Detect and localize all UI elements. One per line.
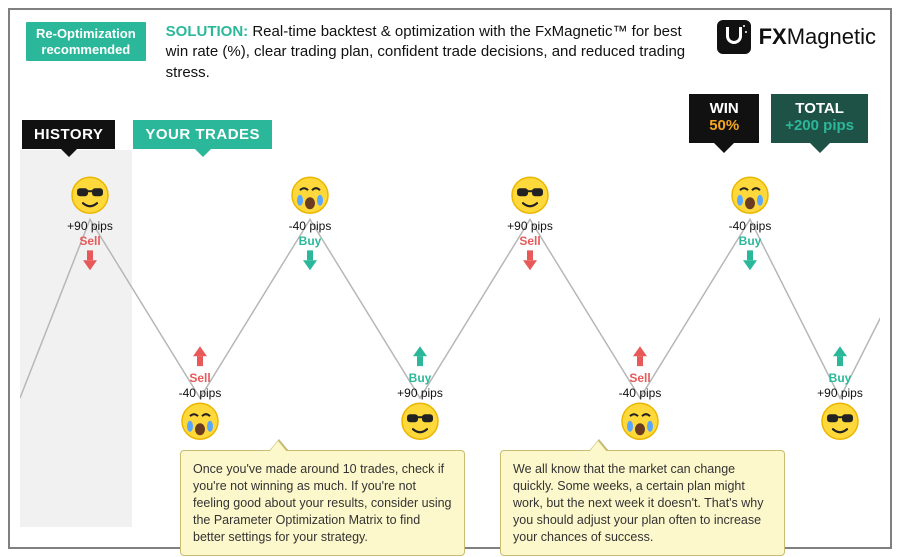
- sunglasses-emoji-icon: [401, 402, 439, 440]
- pips-value: +90 pips: [380, 386, 460, 400]
- pips-value: -40 pips: [710, 220, 790, 234]
- infographic-frame: Re-Optimization recommended SOLUTION: Re…: [8, 8, 892, 549]
- pips-value: +90 pips: [800, 386, 880, 400]
- section-labels: HISTORY YOUR TRADES: [22, 120, 272, 149]
- trade-node: +90 pipsSell: [490, 174, 570, 276]
- sunglasses-emoji-icon: [511, 176, 549, 214]
- trade-timeline-chart: Once you've made around 10 trades, check…: [20, 150, 880, 527]
- trade-kind: Buy: [270, 234, 350, 248]
- tip-bubble-1: Once you've made around 10 trades, check…: [180, 450, 465, 556]
- tip-bubble-2: We all know that the market can change q…: [500, 450, 785, 556]
- trade-kind: Buy: [380, 372, 460, 386]
- trade-node: -40 pipsBuy: [270, 174, 350, 276]
- trade-node: Buy+90 pips: [380, 344, 460, 446]
- solution-lead: SOLUTION:: [166, 23, 249, 40]
- crying-emoji-icon: [731, 176, 769, 214]
- trade-kind: Sell: [50, 234, 130, 248]
- arrow-up-red-icon: [630, 346, 650, 366]
- logo: FXMagnetic: [717, 20, 876, 54]
- pips-value: -40 pips: [600, 386, 680, 400]
- pips-value: +90 pips: [50, 220, 130, 234]
- stat-total-label: TOTAL: [785, 100, 854, 117]
- stat-win-value: 50%: [703, 117, 745, 134]
- reopt-line1: Re-Optimization: [36, 26, 136, 42]
- trade-node: +90 pipsSell: [50, 174, 130, 276]
- crying-emoji-icon: [291, 176, 329, 214]
- arrow-up-red-icon: [190, 346, 210, 366]
- arrow-down-green-icon: [740, 250, 760, 270]
- arrow-down-green-icon: [300, 250, 320, 270]
- trade-node: -40 pipsBuy: [710, 174, 790, 276]
- crying-emoji-icon: [181, 402, 219, 440]
- logo-left: FX: [759, 24, 787, 49]
- sunglasses-emoji-icon: [821, 402, 859, 440]
- trade-kind: Sell: [600, 372, 680, 386]
- solution-text: SOLUTION: Real-time backtest & optimizat…: [166, 20, 697, 83]
- header: Re-Optimization recommended SOLUTION: Re…: [10, 10, 890, 74]
- reopt-line2: recommended: [36, 42, 136, 58]
- pips-value: -40 pips: [160, 386, 240, 400]
- logo-right: Magnetic: [787, 24, 876, 49]
- crying-emoji-icon: [621, 402, 659, 440]
- trade-kind: Sell: [160, 372, 240, 386]
- section-history-label: HISTORY: [22, 120, 115, 149]
- trade-node: Sell-40 pips: [600, 344, 680, 446]
- arrow-down-red-icon: [80, 250, 100, 270]
- trade-node: Sell-40 pips: [160, 344, 240, 446]
- pips-value: +90 pips: [490, 220, 570, 234]
- trade-kind: Buy: [800, 372, 880, 386]
- magnet-icon: [717, 20, 751, 54]
- reoptimization-badge: Re-Optimization recommended: [24, 20, 148, 63]
- stats-row: WIN 50% TOTAL +200 pips: [689, 94, 868, 143]
- trade-kind: Sell: [490, 234, 570, 248]
- arrow-up-green-icon: [410, 346, 430, 366]
- stat-win: WIN 50%: [689, 94, 759, 143]
- arrow-down-red-icon: [520, 250, 540, 270]
- stat-win-label: WIN: [703, 100, 745, 117]
- pips-value: -40 pips: [270, 220, 350, 234]
- sunglasses-emoji-icon: [71, 176, 109, 214]
- stat-total-value: +200 pips: [785, 117, 854, 134]
- trade-kind: Buy: [710, 234, 790, 248]
- trade-node: Buy+90 pips: [800, 344, 880, 446]
- arrow-up-green-icon: [830, 346, 850, 366]
- section-trades-label: YOUR TRADES: [133, 120, 272, 149]
- stat-total: TOTAL +200 pips: [771, 94, 868, 143]
